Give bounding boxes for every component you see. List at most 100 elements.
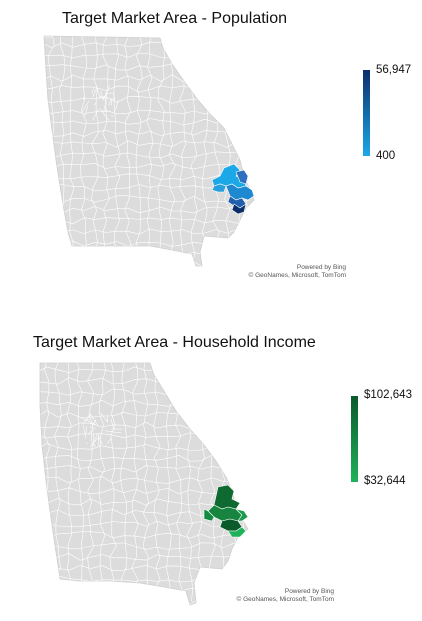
income-legend-min: $32,644: [364, 475, 406, 487]
zip-boundary: [80, 36, 88, 266]
income-legend-bar: [351, 396, 358, 482]
zip-boundary: [97, 89, 101, 100]
zip-boundary: [40, 520, 246, 527]
zip-boundary: [40, 531, 246, 539]
zip-boundary: [230, 363, 238, 602]
zip-boundary: [89, 426, 92, 429]
zip-boundary: [83, 425, 85, 434]
zip-boundary: [91, 36, 99, 266]
zip-boundary: [44, 151, 250, 159]
zip-boundary: [93, 433, 98, 443]
target-zone-west: [211, 183, 227, 193]
zip-boundary: [91, 423, 93, 428]
zip-boundary: [135, 36, 143, 266]
zip-boundary: [99, 95, 104, 99]
zip-boundary: [92, 88, 94, 94]
zip-boundary: [234, 36, 242, 266]
population-legend-max: 56,947: [376, 64, 412, 76]
zip-boundary: [131, 363, 139, 602]
population-map-title: Target Market Area - Population: [62, 10, 288, 27]
zip-boundary: [124, 36, 132, 266]
population-map-attribution: Powered by Bing © GeoNames, Microsoft, T…: [230, 264, 347, 280]
zip-boundary: [98, 363, 106, 602]
zip-boundary: [88, 430, 92, 435]
target-zone-east: [235, 169, 249, 185]
household-income-map[interactable]: [0, 325, 422, 621]
zip-boundary: [84, 418, 90, 421]
household-income-map-title: Target Market Area - Household Income: [33, 334, 316, 351]
target-zone-coastal: [231, 203, 247, 215]
zip-boundary: [97, 435, 103, 445]
zip-boundary: [44, 217, 250, 225]
zip-boundary: [104, 430, 122, 434]
zip-boundary: [108, 99, 111, 107]
zip-boundary: [33, 359, 39, 601]
target-zone-east: [235, 508, 249, 522]
target-zone-north: [213, 484, 241, 510]
zip-boundary: [102, 95, 109, 100]
georgia-base-map: [33, 356, 249, 606]
zip-boundary: [44, 228, 250, 235]
zip-boundary: [88, 414, 92, 418]
zip-boundary: [113, 36, 121, 266]
zip-boundary: [110, 418, 114, 429]
zip-boundary: [102, 36, 110, 266]
zip-boundary: [82, 100, 90, 112]
zip-boundary: [103, 105, 106, 110]
zip-boundary: [92, 419, 97, 425]
bing-attribution: Powered by Bing: [296, 264, 346, 271]
zip-boundary: [120, 363, 128, 602]
zip-boundary: [66, 363, 73, 602]
zip-boundary: [44, 250, 250, 257]
zip-boundary: [245, 36, 253, 266]
zip-boundary: [103, 84, 111, 98]
household-income-map-panel: Target Market Area - Household Income $1…: [0, 325, 422, 621]
zip-boundary: [90, 437, 98, 447]
georgia-base-map: [37, 34, 255, 267]
zip-boundary: [81, 417, 96, 425]
zip-boundary: [84, 425, 88, 439]
zip-boundary: [83, 95, 85, 100]
target-market-area-income[interactable]: [203, 484, 249, 538]
zip-boundary: [44, 118, 250, 126]
zip-boundary: [89, 413, 98, 426]
zip-boundary: [36, 356, 245, 363]
zip-boundary: [40, 553, 246, 561]
target-market-area-population[interactable]: [211, 163, 255, 215]
zip-boundary: [82, 413, 91, 425]
zip-boundary: [93, 445, 96, 447]
zip-boundary: [93, 102, 97, 106]
bing-attribution: Powered by Bing: [284, 588, 334, 595]
zip-boundary: [44, 206, 250, 214]
zip-boundary: [153, 363, 161, 602]
data-providers-attribution: © GeoNames, Microsoft, TomTom: [248, 272, 347, 279]
zip-boundary: [44, 173, 250, 180]
zip-boundary: [76, 363, 84, 602]
target-zone-west: [203, 508, 215, 522]
zip-boundary: [111, 97, 113, 106]
zip-boundary: [146, 36, 154, 266]
zip-boundary: [241, 363, 248, 602]
zip-boundary: [44, 130, 250, 137]
zip-boundary: [87, 363, 95, 602]
zip-boundary: [40, 542, 246, 550]
population-map[interactable]: [0, 0, 422, 300]
zip-boundary: [110, 115, 114, 117]
zip-boundary: [69, 36, 75, 266]
target-zone-coastal: [227, 526, 247, 538]
income-map-attribution: Powered by Bing © GeoNames, Microsoft, T…: [218, 588, 335, 604]
zip-boundary: [105, 101, 107, 107]
population-legend-min: 400: [376, 150, 396, 162]
zip-boundary: [100, 90, 104, 101]
zip-boundary: [37, 34, 44, 265]
population-legend-bar: [363, 70, 370, 156]
zip-boundary: [44, 195, 250, 203]
zip-boundary: [40, 586, 246, 594]
data-providers-attribution: © GeoNames, Microsoft, TomTom: [236, 596, 335, 603]
population-map-panel: Target Market Area - Population 56,947 4…: [0, 0, 422, 300]
zip-boundary: [92, 86, 98, 98]
zip-boundary: [99, 108, 110, 121]
zip-boundary: [40, 597, 246, 605]
zip-boundary: [157, 36, 165, 266]
zip-boundary: [40, 487, 246, 495]
